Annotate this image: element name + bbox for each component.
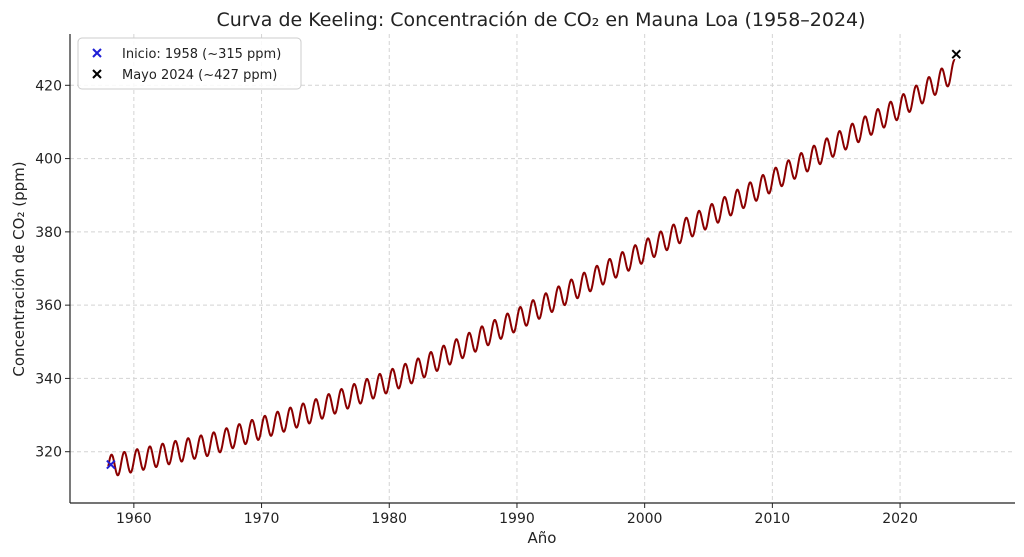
legend-label-start: Inicio: 1958 (~315 ppm) [122, 47, 281, 62]
legend-box [77, 37, 302, 90]
start-marker [106, 459, 116, 470]
x-tick-label: 1970 [244, 511, 280, 527]
legend-marker-start [92, 48, 102, 58]
y-tick-label: 420 [35, 78, 62, 94]
legend: Inicio: 1958 (~315 ppm) Mayo 2024 (~427 p… [77, 37, 302, 90]
x-tick-label: 1980 [371, 511, 407, 527]
y-tick-label: 320 [35, 445, 62, 461]
y-tick-label: 340 [35, 371, 62, 387]
co2-series-line [107, 58, 956, 477]
plot-area [106, 49, 961, 477]
x-tick-label: 2010 [755, 511, 791, 527]
legend-label-end: Mayo 2024 (~427 ppm) [122, 68, 277, 83]
y-tick-label: 380 [35, 225, 62, 241]
y-axis-title: Concentración de CO₂ (ppm) [10, 161, 28, 376]
chart-title: Curva de Keeling: Concentración de CO₂ e… [216, 9, 865, 31]
x-tick-label: 2020 [882, 511, 918, 527]
end-marker [951, 49, 961, 59]
grid-lines [70, 34, 1015, 503]
y-tick-label: 360 [35, 298, 62, 314]
x-tick-label: 1990 [499, 511, 535, 527]
x-tick-label: 1960 [116, 511, 152, 527]
x-axis-title: Año [528, 529, 557, 547]
legend-marker-end [92, 69, 102, 79]
axes: 1960 1970 1980 1990 2000 2010 2020 320 340 360 380… [35, 34, 1015, 527]
y-tick-label: 400 [35, 152, 62, 168]
x-tick-label: 2000 [627, 511, 663, 527]
